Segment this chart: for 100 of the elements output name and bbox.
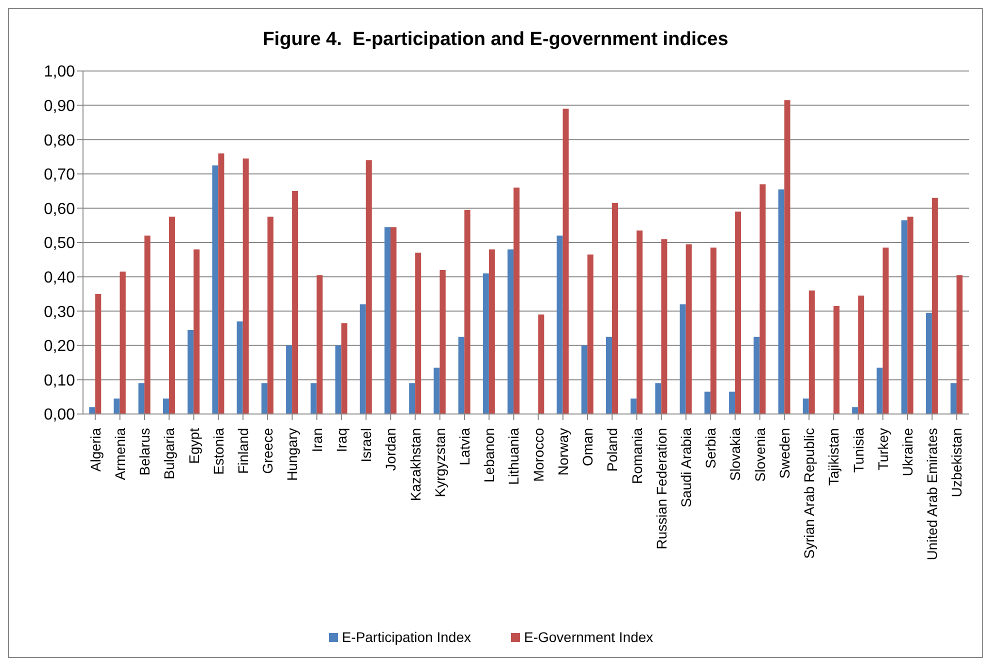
bar <box>612 203 618 414</box>
bar <box>168 216 175 414</box>
bar <box>120 272 126 414</box>
x-tick-label: Finland <box>234 428 251 474</box>
bar <box>704 392 710 414</box>
x-tick-label: Iran <box>308 428 325 452</box>
bar <box>630 398 637 414</box>
bar <box>686 244 692 414</box>
bar <box>882 248 889 414</box>
y-tick-label: 0,40 <box>44 269 76 286</box>
x-tick-label: Belarus <box>136 428 153 476</box>
bar <box>261 383 268 414</box>
bar <box>802 398 809 414</box>
bar <box>636 230 643 414</box>
x-tick-label: Poland <box>604 428 620 472</box>
y-tick-label: 0,50 <box>44 235 76 252</box>
x-tick-label: Turkey <box>874 428 891 470</box>
bar <box>833 306 840 414</box>
bar <box>267 216 274 414</box>
bar <box>162 398 169 414</box>
bar <box>488 249 495 414</box>
bar <box>907 216 914 414</box>
x-tick-label: Lebanon <box>481 428 498 483</box>
bar <box>932 198 938 414</box>
bar <box>661 239 668 414</box>
bar <box>292 191 298 414</box>
bar <box>218 153 224 414</box>
bar <box>458 336 464 414</box>
bar <box>556 236 563 414</box>
x-tick-label: United Arab Emirates <box>924 428 940 560</box>
x-tick-label: Slovenia <box>752 428 768 482</box>
bar <box>138 383 144 414</box>
bar <box>784 100 790 414</box>
x-tick-label: Norway <box>554 428 571 476</box>
bar <box>956 275 963 414</box>
bar <box>286 345 292 414</box>
x-tick-label: Israel <box>358 428 374 462</box>
bar <box>194 249 200 414</box>
x-tick-label: Kyrgyzstan <box>432 428 448 498</box>
y-tick-label: 0,90 <box>44 98 76 115</box>
bar <box>409 383 416 414</box>
bar <box>114 398 120 414</box>
bar <box>760 184 766 414</box>
bar <box>876 368 883 414</box>
x-tick-label: Tajikistan <box>826 428 842 486</box>
bar <box>188 330 194 414</box>
legend-label: E-Government Index <box>523 629 654 645</box>
x-tick-label: Saudi Arabia <box>678 428 694 508</box>
bar <box>852 407 858 414</box>
x-tick-label: Tunisia <box>850 428 866 473</box>
bar <box>341 323 348 414</box>
bar <box>464 210 470 414</box>
bar <box>366 160 372 414</box>
bar <box>95 294 102 414</box>
bar <box>212 165 218 414</box>
x-tick-label: Russian Federation <box>653 428 670 550</box>
x-tick-label: Slovakia <box>727 428 744 481</box>
bar <box>440 270 446 414</box>
x-tick-label: Hungary <box>284 428 300 481</box>
y-tick-label: 0,80 <box>44 132 76 150</box>
y-tick-label: 0,70 <box>44 166 76 184</box>
x-tick-label: Kazakhstan <box>407 428 424 502</box>
bar <box>310 383 317 414</box>
x-tick-label: Romania <box>628 428 645 484</box>
x-tick-label: Estonia <box>210 428 226 475</box>
x-tick-label: Algeria <box>87 428 104 472</box>
x-tick-label: Egypt <box>186 428 202 464</box>
x-tick-label: Ukraine <box>899 428 916 476</box>
x-tick-label: Armenia <box>112 428 128 480</box>
y-tick-label: 0,10 <box>44 372 76 390</box>
x-tick-label: Greece <box>260 428 276 474</box>
bar <box>754 336 760 414</box>
bar <box>242 158 249 414</box>
x-tick-label: Latvia <box>456 428 472 466</box>
bar <box>901 220 908 414</box>
bar <box>587 254 594 414</box>
bar <box>514 188 520 414</box>
x-tick-label: Lithuania <box>506 428 522 485</box>
x-tick-label: Serbia <box>702 428 719 468</box>
x-tick-label: Morocco <box>530 428 546 482</box>
bar <box>858 296 864 414</box>
bar <box>360 304 366 414</box>
bar <box>434 368 440 414</box>
bar <box>415 252 422 414</box>
x-tick-label: Bulgaria <box>161 428 178 480</box>
y-tick-label: 0,20 <box>44 338 76 356</box>
bar <box>729 392 736 414</box>
y-tick-label: 0,30 <box>44 304 76 321</box>
bar <box>950 383 957 414</box>
bar <box>710 248 716 414</box>
bar <box>606 336 612 414</box>
y-tick-label: 1,00 <box>44 64 76 81</box>
bar <box>562 108 569 414</box>
bar <box>390 227 396 414</box>
bar <box>508 249 514 414</box>
bar <box>778 189 784 414</box>
x-tick-label: Iraq <box>333 428 350 452</box>
x-tick-label: Uzbekistan <box>948 428 965 498</box>
y-tick-label: 0,00 <box>44 406 76 424</box>
bar <box>316 275 323 414</box>
